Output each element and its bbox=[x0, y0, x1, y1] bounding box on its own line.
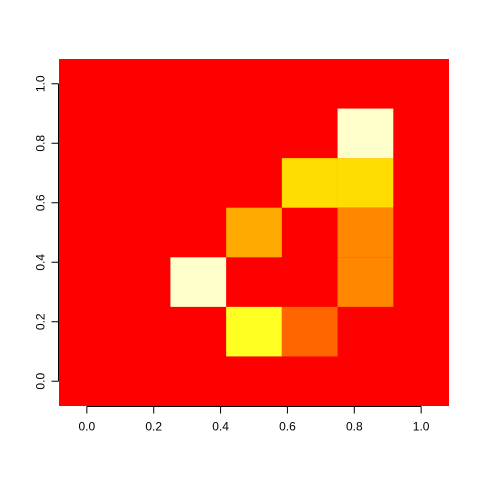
y-tick-label: 0.4 bbox=[34, 254, 48, 271]
y-tick-label: 0.0 bbox=[34, 373, 48, 390]
heatmap-cell bbox=[170, 257, 227, 307]
x-tick-label: 1.0 bbox=[413, 420, 430, 434]
x-axis: 0.0 0.2 0.4 0.6 0.8 1.0 bbox=[79, 406, 430, 434]
y-axis: 0.0 0.2 0.4 0.6 0.8 1.0 bbox=[34, 75, 59, 390]
heatmap-cell bbox=[337, 257, 394, 307]
x-tick-label: 0.8 bbox=[346, 420, 363, 434]
heatmap-cell bbox=[337, 108, 394, 159]
x-tick-label: 0.2 bbox=[145, 420, 162, 434]
heatmap-cell bbox=[226, 207, 282, 258]
heatmap-cell bbox=[337, 207, 394, 258]
x-tick-label: 0.6 bbox=[279, 420, 296, 434]
y-tick-label: 0.2 bbox=[34, 313, 48, 330]
heatmap-cells bbox=[170, 108, 394, 357]
heatmap-cell bbox=[281, 158, 338, 208]
x-tick-label: 0.4 bbox=[212, 420, 229, 434]
y-tick-label: 0.6 bbox=[34, 194, 48, 211]
heatmap-cell bbox=[281, 306, 338, 357]
y-tick-label: 1.0 bbox=[34, 75, 48, 92]
x-tick-label: 0.0 bbox=[79, 420, 96, 434]
heatmap-cell bbox=[226, 306, 282, 357]
y-tick-label: 0.8 bbox=[34, 135, 48, 152]
heatmap-cell bbox=[337, 158, 394, 208]
